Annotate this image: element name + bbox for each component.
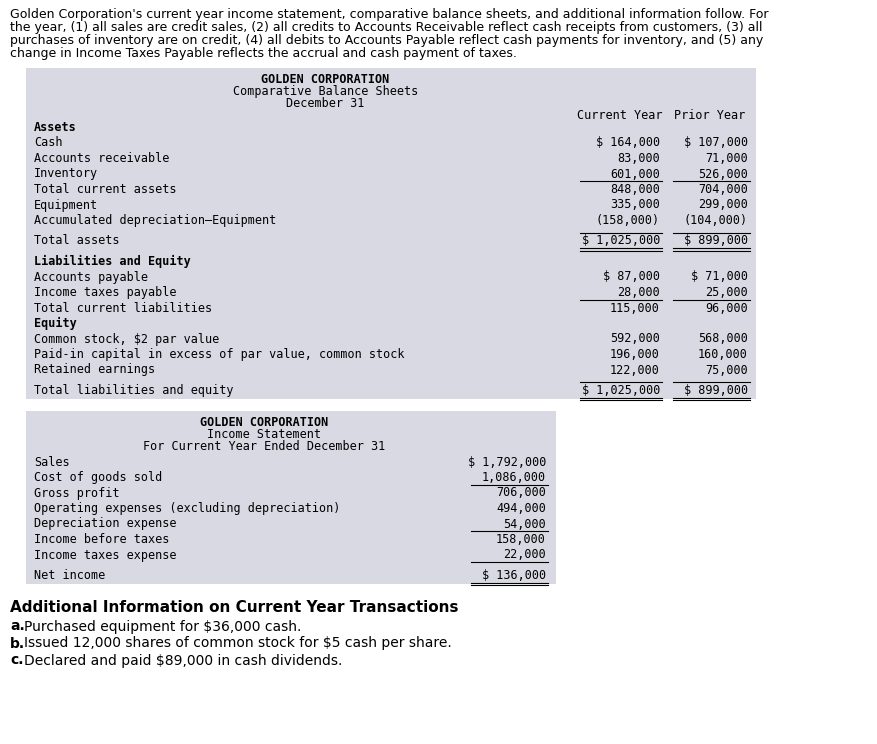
- Text: 96,000: 96,000: [704, 301, 747, 315]
- Text: 704,000: 704,000: [697, 183, 747, 196]
- Text: change in Income Taxes Payable reflects the accrual and cash payment of taxes.: change in Income Taxes Payable reflects …: [10, 47, 517, 60]
- Text: 494,000: 494,000: [496, 502, 545, 515]
- Text: Total current assets: Total current assets: [34, 183, 176, 196]
- Text: Sales: Sales: [34, 455, 69, 469]
- Text: Liabilities and Equity: Liabilities and Equity: [34, 255, 190, 268]
- Text: (158,000): (158,000): [595, 214, 660, 227]
- Text: 158,000: 158,000: [496, 533, 545, 546]
- Text: $ 1,792,000: $ 1,792,000: [467, 455, 545, 469]
- Text: Assets: Assets: [34, 121, 76, 134]
- Text: $ 1,025,000: $ 1,025,000: [581, 234, 660, 248]
- Text: Accounts payable: Accounts payable: [34, 271, 148, 283]
- Text: Prior Year: Prior Year: [674, 109, 745, 122]
- Text: 28,000: 28,000: [617, 286, 660, 299]
- Text: 160,000: 160,000: [697, 348, 747, 361]
- Text: 115,000: 115,000: [610, 301, 660, 315]
- Text: Additional Information on Current Year Transactions: Additional Information on Current Year T…: [10, 600, 458, 615]
- Text: Declared and paid $89,000 in cash dividends.: Declared and paid $89,000 in cash divide…: [24, 653, 342, 667]
- Text: Gross profit: Gross profit: [34, 487, 119, 499]
- Text: Equity: Equity: [34, 317, 76, 330]
- Text: GOLDEN CORPORATION: GOLDEN CORPORATION: [200, 415, 328, 429]
- Text: Operating expenses (excluding depreciation): Operating expenses (excluding depreciati…: [34, 502, 340, 515]
- Text: GOLDEN CORPORATION: GOLDEN CORPORATION: [260, 73, 389, 86]
- Text: 1,086,000: 1,086,000: [481, 471, 545, 484]
- Text: b.: b.: [10, 637, 25, 650]
- Text: $ 899,000: $ 899,000: [683, 384, 747, 397]
- Text: $ 164,000: $ 164,000: [595, 136, 660, 150]
- Text: 568,000: 568,000: [697, 333, 747, 345]
- Text: Net income: Net income: [34, 569, 105, 582]
- Text: a.: a.: [10, 620, 25, 633]
- Text: For Current Year Ended December 31: For Current Year Ended December 31: [143, 440, 385, 452]
- Text: Accounts receivable: Accounts receivable: [34, 152, 169, 165]
- Text: Total assets: Total assets: [34, 234, 119, 248]
- Text: purchases of inventory are on credit, (4) all debits to Accounts Payable reflect: purchases of inventory are on credit, (4…: [10, 34, 762, 47]
- Text: c.: c.: [10, 653, 24, 667]
- Text: (104,000): (104,000): [683, 214, 747, 227]
- Text: Comparative Balance Sheets: Comparative Balance Sheets: [232, 85, 417, 98]
- Text: Income taxes payable: Income taxes payable: [34, 286, 176, 299]
- Text: 122,000: 122,000: [610, 364, 660, 376]
- Text: 22,000: 22,000: [503, 548, 545, 562]
- Text: 75,000: 75,000: [704, 364, 747, 376]
- Bar: [26, 68, 755, 399]
- Text: 299,000: 299,000: [697, 199, 747, 211]
- Text: 196,000: 196,000: [610, 348, 660, 361]
- Text: Total liabilities and equity: Total liabilities and equity: [34, 384, 233, 397]
- Text: 848,000: 848,000: [610, 183, 660, 196]
- Text: Retained earnings: Retained earnings: [34, 364, 155, 376]
- Text: $ 136,000: $ 136,000: [481, 569, 545, 582]
- Text: $ 71,000: $ 71,000: [690, 271, 747, 283]
- Text: $ 87,000: $ 87,000: [602, 271, 660, 283]
- Text: 54,000: 54,000: [503, 518, 545, 530]
- Text: Accumulated depreciation–Equipment: Accumulated depreciation–Equipment: [34, 214, 276, 227]
- Text: the year, (1) all sales are credit sales, (2) all credits to Accounts Receivable: the year, (1) all sales are credit sales…: [10, 21, 761, 34]
- Bar: [26, 411, 555, 583]
- Text: Current Year: Current Year: [576, 109, 662, 122]
- Text: 335,000: 335,000: [610, 199, 660, 211]
- Text: Income taxes expense: Income taxes expense: [34, 548, 176, 562]
- Text: Total current liabilities: Total current liabilities: [34, 301, 212, 315]
- Text: December 31: December 31: [286, 97, 364, 110]
- Text: Cost of goods sold: Cost of goods sold: [34, 471, 162, 484]
- Text: 601,000: 601,000: [610, 167, 660, 181]
- Text: Income Statement: Income Statement: [207, 428, 321, 440]
- Text: $ 899,000: $ 899,000: [683, 234, 747, 248]
- Text: 71,000: 71,000: [704, 152, 747, 165]
- Text: Common stock, $2 par value: Common stock, $2 par value: [34, 333, 219, 345]
- Text: Purchased equipment for $36,000 cash.: Purchased equipment for $36,000 cash.: [24, 620, 301, 633]
- Text: Paid-in capital in excess of par value, common stock: Paid-in capital in excess of par value, …: [34, 348, 404, 361]
- Text: Equipment: Equipment: [34, 199, 98, 211]
- Text: Cash: Cash: [34, 136, 62, 150]
- Text: 526,000: 526,000: [697, 167, 747, 181]
- Text: $ 107,000: $ 107,000: [683, 136, 747, 150]
- Text: Income before taxes: Income before taxes: [34, 533, 169, 546]
- Text: $ 1,025,000: $ 1,025,000: [581, 384, 660, 397]
- Text: Inventory: Inventory: [34, 167, 98, 181]
- Text: 706,000: 706,000: [496, 487, 545, 499]
- Text: 83,000: 83,000: [617, 152, 660, 165]
- Text: Golden Corporation's current year income statement, comparative balance sheets, : Golden Corporation's current year income…: [10, 8, 767, 21]
- Text: Issued 12,000 shares of common stock for $5 cash per share.: Issued 12,000 shares of common stock for…: [24, 637, 452, 650]
- Text: 592,000: 592,000: [610, 333, 660, 345]
- Text: Depreciation expense: Depreciation expense: [34, 518, 176, 530]
- Text: 25,000: 25,000: [704, 286, 747, 299]
